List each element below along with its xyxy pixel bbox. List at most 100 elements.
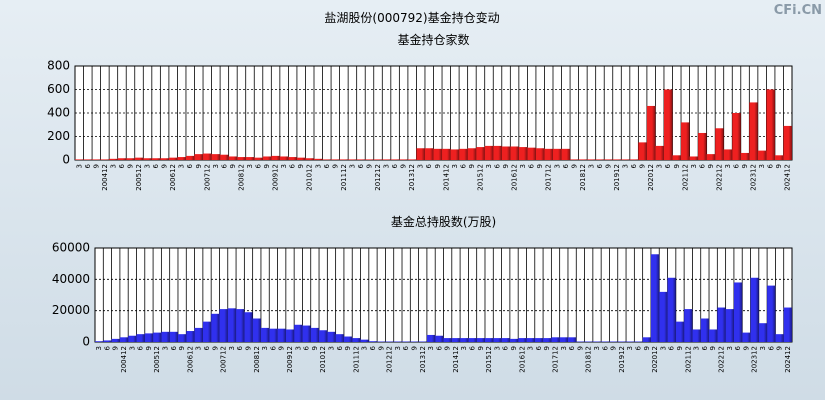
bar (733, 282, 743, 342)
bar (544, 148, 553, 160)
bar (442, 148, 451, 160)
bar (706, 154, 716, 160)
bar (740, 152, 750, 160)
bar (709, 329, 718, 342)
bar (327, 331, 336, 342)
x-tick-label: 9 (365, 164, 373, 168)
bar (373, 159, 383, 160)
x-tick-label: 9 (178, 346, 186, 350)
x-tick-label: 201612 (518, 346, 526, 373)
x-tick-label: 6 (152, 163, 160, 168)
x-tick-label: 9 (211, 346, 219, 350)
x-tick-label: 202012 (647, 164, 655, 191)
bar (144, 333, 154, 342)
x-tick-label: 3 (690, 164, 698, 168)
bar (646, 105, 656, 160)
x-tick-label: 3 (427, 346, 435, 350)
bar (476, 147, 485, 160)
x-tick-label: 6 (630, 163, 638, 168)
x-tick-label: 3 (417, 164, 425, 168)
x-tick-label: 6 (170, 345, 178, 350)
bar (245, 157, 255, 160)
x-tick-label: 9 (477, 346, 485, 350)
bar (595, 159, 605, 160)
bar (279, 156, 289, 160)
x-tick-label: 9 (468, 164, 476, 168)
x-tick-label: 201212 (386, 346, 394, 373)
x-tick-label: 9 (311, 346, 319, 350)
x-tick-label: 200712 (203, 164, 211, 191)
bar (153, 332, 162, 342)
x-tick-label: 6 (767, 345, 775, 350)
x-tick-label: 3 (348, 164, 356, 168)
bar (684, 309, 693, 342)
x-tick-label: 3 (212, 164, 220, 168)
x-tick-label: 202212 (715, 164, 723, 191)
bar (578, 159, 588, 160)
x-tick-label: 6 (255, 163, 263, 168)
bar (698, 132, 707, 160)
x-tick-label: 9 (643, 346, 651, 350)
x-tick-label: 6 (601, 345, 609, 350)
y-tick-label: 800 (47, 59, 70, 73)
bar (501, 338, 510, 342)
x-tick-label: 200812 (253, 346, 261, 373)
x-tick-label: 9 (576, 346, 584, 350)
bar (493, 338, 502, 342)
bar (117, 158, 127, 160)
bar (416, 148, 425, 160)
x-tick-label: 9 (92, 164, 100, 168)
x-tick-label: 6 (84, 163, 92, 168)
x-tick-label: 201312 (419, 346, 427, 373)
x-tick-label: 6 (568, 345, 576, 350)
bar (352, 338, 361, 342)
bar (285, 329, 295, 342)
x-tick-label: 6 (701, 345, 709, 350)
x-tick-label: 6 (528, 163, 536, 168)
x-tick-label: 201812 (585, 346, 593, 373)
x-tick-label: 9 (510, 346, 518, 350)
bar (450, 149, 460, 160)
bar (509, 338, 519, 342)
x-tick-label: 6 (323, 163, 331, 168)
x-tick-label: 6 (562, 163, 570, 168)
bar (302, 325, 311, 342)
bar (732, 113, 741, 160)
x-tick-label: 201712 (545, 164, 553, 191)
x-tick-label: 202112 (681, 164, 689, 191)
bar (75, 159, 84, 160)
bar (202, 321, 212, 342)
x-tick-label: 9 (331, 164, 339, 168)
bar (750, 277, 759, 342)
x-tick-label: 3 (162, 346, 170, 350)
bar (319, 330, 328, 342)
bar (659, 291, 668, 342)
x-tick-label: 6 (289, 163, 297, 168)
bar (424, 148, 434, 160)
bar (451, 338, 461, 342)
x-tick-label: 9 (145, 346, 153, 350)
bar (757, 150, 767, 160)
x-tick-label: 9 (742, 346, 750, 350)
bar (535, 148, 545, 160)
x-tick-label: 201912 (618, 346, 626, 373)
bar (211, 313, 220, 342)
x-tick-label: 9 (400, 164, 408, 168)
bar (510, 146, 519, 160)
x-tick-label: 202312 (750, 164, 758, 191)
bar (518, 338, 527, 342)
x-tick-label: 201412 (442, 164, 450, 191)
x-tick-label: 6 (118, 163, 126, 168)
bar (518, 147, 528, 160)
bar (128, 335, 137, 342)
bar (194, 154, 204, 160)
x-tick-label: 202112 (684, 346, 692, 373)
bar (551, 337, 560, 342)
bar (136, 334, 145, 342)
x-tick-label: 3 (659, 346, 667, 350)
x-tick-label: 201312 (408, 164, 416, 191)
x-tick-label: 200912 (272, 164, 280, 191)
bar (252, 318, 261, 342)
bar (783, 307, 792, 342)
bar (382, 159, 391, 160)
